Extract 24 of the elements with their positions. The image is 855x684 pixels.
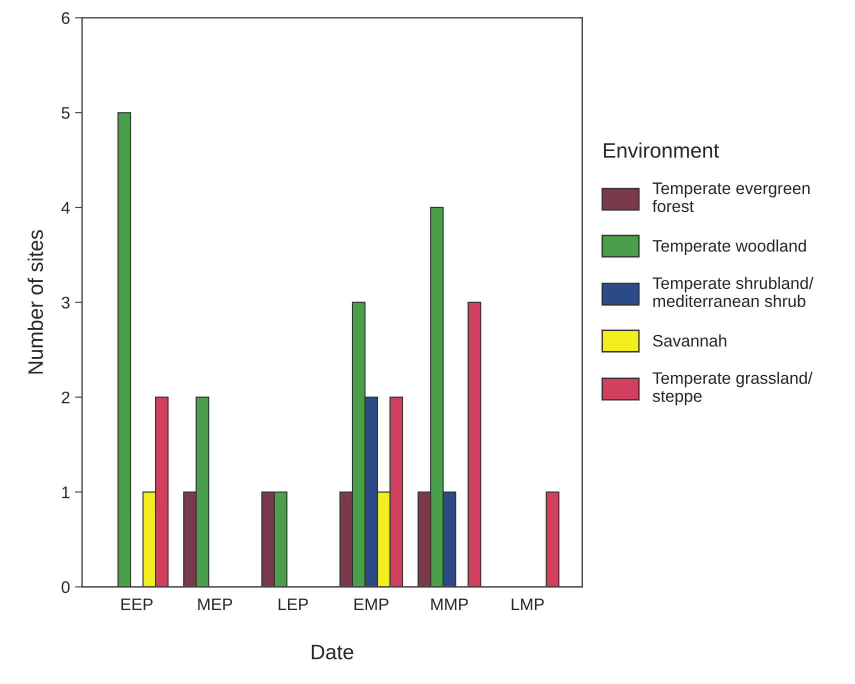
legend-label: Temperate woodland (652, 240, 806, 256)
x-tick-label: EEP (121, 598, 153, 610)
legend-label: Temperate shrubland/mediterranean shrub (652, 276, 814, 308)
y-axis-title: Number of sites (28, 230, 43, 374)
y-tick-label: 4 (61, 202, 70, 214)
legend-label: Temperate grassland/steppe (652, 372, 813, 406)
x-tick-label: MEP (198, 598, 232, 610)
y-tick-label: 0 (62, 581, 70, 594)
legend-label: Temperate evergreen forest (652, 182, 810, 212)
bar (546, 491, 560, 587)
y-tick-label: 2 (62, 392, 70, 404)
x-tick-label: LEP (278, 598, 308, 610)
bar (117, 112, 132, 587)
x-tick-label: LMP (512, 598, 544, 610)
bar (468, 302, 482, 587)
legend-title: Environment (604, 142, 720, 158)
x-tick-label: MMP (431, 598, 468, 610)
y-tick-label: 3 (62, 296, 70, 309)
y-tick-label: 6 (62, 12, 70, 24)
x-axis-title: Date (312, 644, 354, 660)
x-tick-label: EMP (354, 598, 388, 610)
y-tick-label: 1 (62, 486, 70, 498)
y-tick-label: 5 (62, 107, 70, 119)
legend-label: Savannah (653, 334, 726, 347)
